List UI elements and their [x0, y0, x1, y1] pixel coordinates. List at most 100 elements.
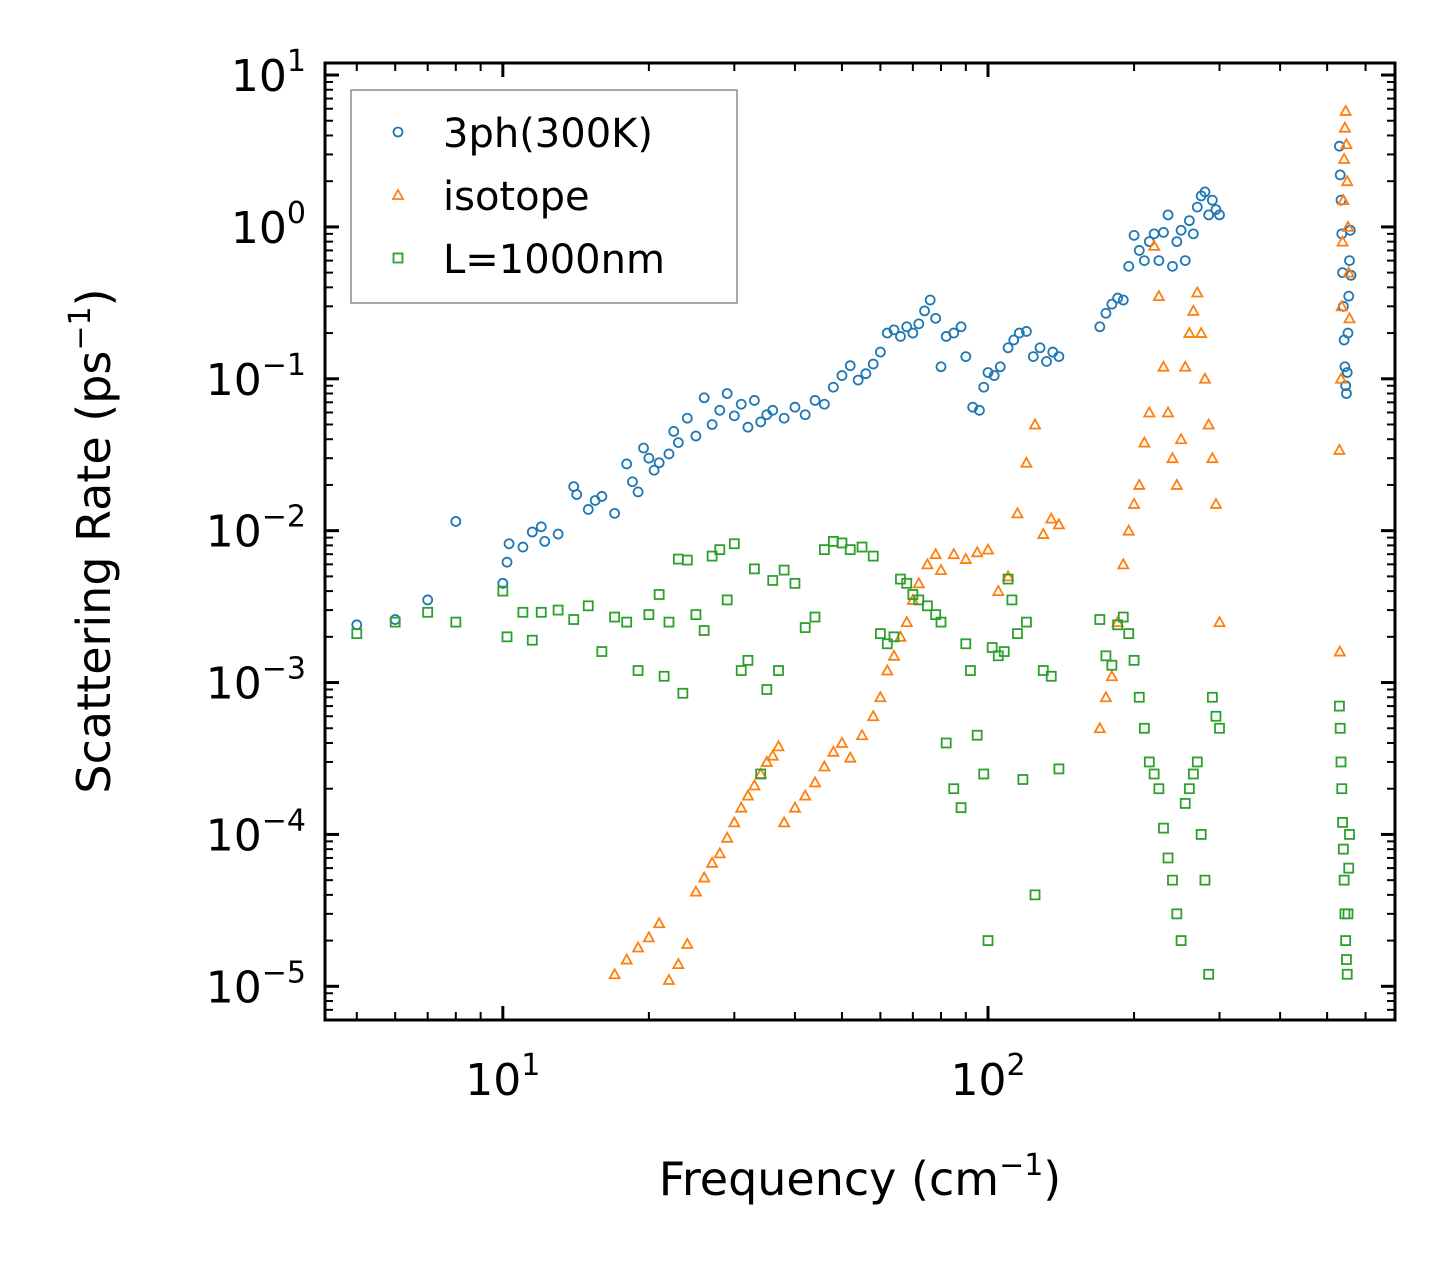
data-point-triangle — [705, 855, 719, 868]
data-point-square — [658, 670, 670, 682]
data-point-triangle — [1028, 417, 1042, 430]
data-point-square — [643, 609, 655, 621]
data-point-triangle — [1342, 311, 1357, 324]
data-point-circle — [895, 331, 906, 342]
data-point-triangle — [1105, 669, 1119, 682]
data-point-triangle — [1156, 359, 1171, 372]
data-point-square — [1203, 968, 1215, 980]
data-point-triangle — [1132, 478, 1146, 490]
data-point-square — [1335, 756, 1347, 768]
data-point-triangle — [1212, 615, 1227, 628]
data-point-triangle — [1342, 265, 1356, 278]
data-point-circle — [1041, 356, 1052, 367]
data-point-square — [501, 631, 513, 643]
data-point-square — [742, 654, 754, 666]
data-point-circle — [1199, 186, 1211, 198]
data-point-triangle — [771, 739, 786, 752]
data-point-square — [827, 535, 839, 547]
data-point-triangle — [713, 846, 727, 859]
data-point-circle — [422, 594, 434, 606]
data-point-square — [1210, 710, 1222, 722]
data-point-square — [1199, 874, 1211, 886]
data-point-square — [836, 537, 848, 549]
data-point-square — [955, 802, 967, 814]
data-point-circle — [852, 374, 864, 386]
data-point-square — [735, 665, 747, 676]
data-point-triangle — [1332, 443, 1346, 455]
data-point-square — [677, 687, 689, 699]
data-point-square — [982, 935, 994, 946]
data-point-circle — [1187, 228, 1199, 240]
data-point-circle — [1148, 228, 1160, 240]
data-point-square — [960, 638, 972, 650]
data-point-circle — [844, 360, 856, 372]
data-point-triangle — [1336, 234, 1350, 247]
data-point-triangle — [608, 967, 622, 980]
data-point-triangle — [912, 576, 926, 589]
data-point-circle — [621, 458, 633, 470]
data-point-circle — [867, 358, 879, 370]
data-point-circle — [632, 486, 644, 498]
data-point-circle — [1162, 209, 1174, 221]
data-point-circle — [501, 556, 513, 568]
data-point-square — [1053, 763, 1065, 775]
data-point-circle — [742, 421, 754, 433]
data-point-square — [632, 665, 644, 676]
data-point-square — [706, 550, 718, 562]
data-point-square — [1343, 862, 1355, 874]
data-point-square — [1153, 783, 1165, 795]
data-point-triangle — [1209, 497, 1223, 509]
data-point-circle — [1342, 327, 1354, 339]
data-point-triangle — [1338, 120, 1352, 133]
y-tick-label: 10−3 — [206, 652, 306, 710]
data-point-square — [698, 625, 710, 636]
data-point-circle — [1341, 388, 1352, 399]
data-point-triangle — [1142, 405, 1156, 418]
data-point-circle — [755, 416, 767, 428]
data-point-circle — [988, 370, 1000, 381]
data-point-square — [653, 589, 665, 600]
data-point-triangle — [991, 584, 1005, 597]
data-point-triangle — [1052, 517, 1066, 530]
data-point-square — [921, 600, 933, 612]
data-point-circle — [1203, 209, 1215, 221]
data-point-square — [948, 783, 960, 795]
data-point-square — [690, 609, 702, 621]
data-point-square — [728, 538, 740, 550]
data-point-triangle — [766, 748, 780, 761]
data-point-triangle — [652, 916, 666, 929]
data-point-square — [940, 737, 952, 749]
data-point-triangle — [741, 788, 755, 801]
data-point-circle — [552, 528, 564, 540]
data-point-square — [1206, 691, 1218, 703]
data-point-circle — [1171, 236, 1183, 248]
y-tick-label: 101 — [231, 44, 306, 102]
data-point-circle — [1128, 229, 1140, 241]
data-point-triangle — [970, 545, 984, 558]
legend-label-isotope: isotope — [443, 174, 590, 220]
data-point-square — [422, 606, 434, 618]
data-point-circle — [1153, 255, 1165, 267]
x-tick-label: 102 — [950, 1048, 1025, 1106]
data-point-circle — [874, 346, 886, 358]
data-point-triangle — [873, 690, 887, 703]
data-point-triangle — [798, 788, 812, 801]
data-point-circle — [1133, 245, 1145, 256]
data-point-square — [1334, 722, 1346, 734]
data-point-circle — [735, 398, 747, 410]
data-point-square — [1037, 665, 1049, 676]
data-point-triangle — [1010, 506, 1024, 519]
data-point-square — [535, 606, 547, 618]
data-point-circle — [799, 409, 811, 421]
data-point-triangle — [1019, 455, 1033, 468]
data-point-square — [1094, 614, 1106, 625]
data-point-square — [799, 622, 811, 634]
data-point-square — [1100, 650, 1112, 662]
data-point-triangle — [866, 709, 880, 722]
data-point-square — [1336, 783, 1348, 795]
data-point-square — [773, 665, 784, 676]
data-point-triangle — [1093, 721, 1107, 734]
data-point-triangle — [671, 957, 685, 970]
data-point-circle — [901, 321, 913, 333]
data-point-triangle — [855, 728, 869, 741]
